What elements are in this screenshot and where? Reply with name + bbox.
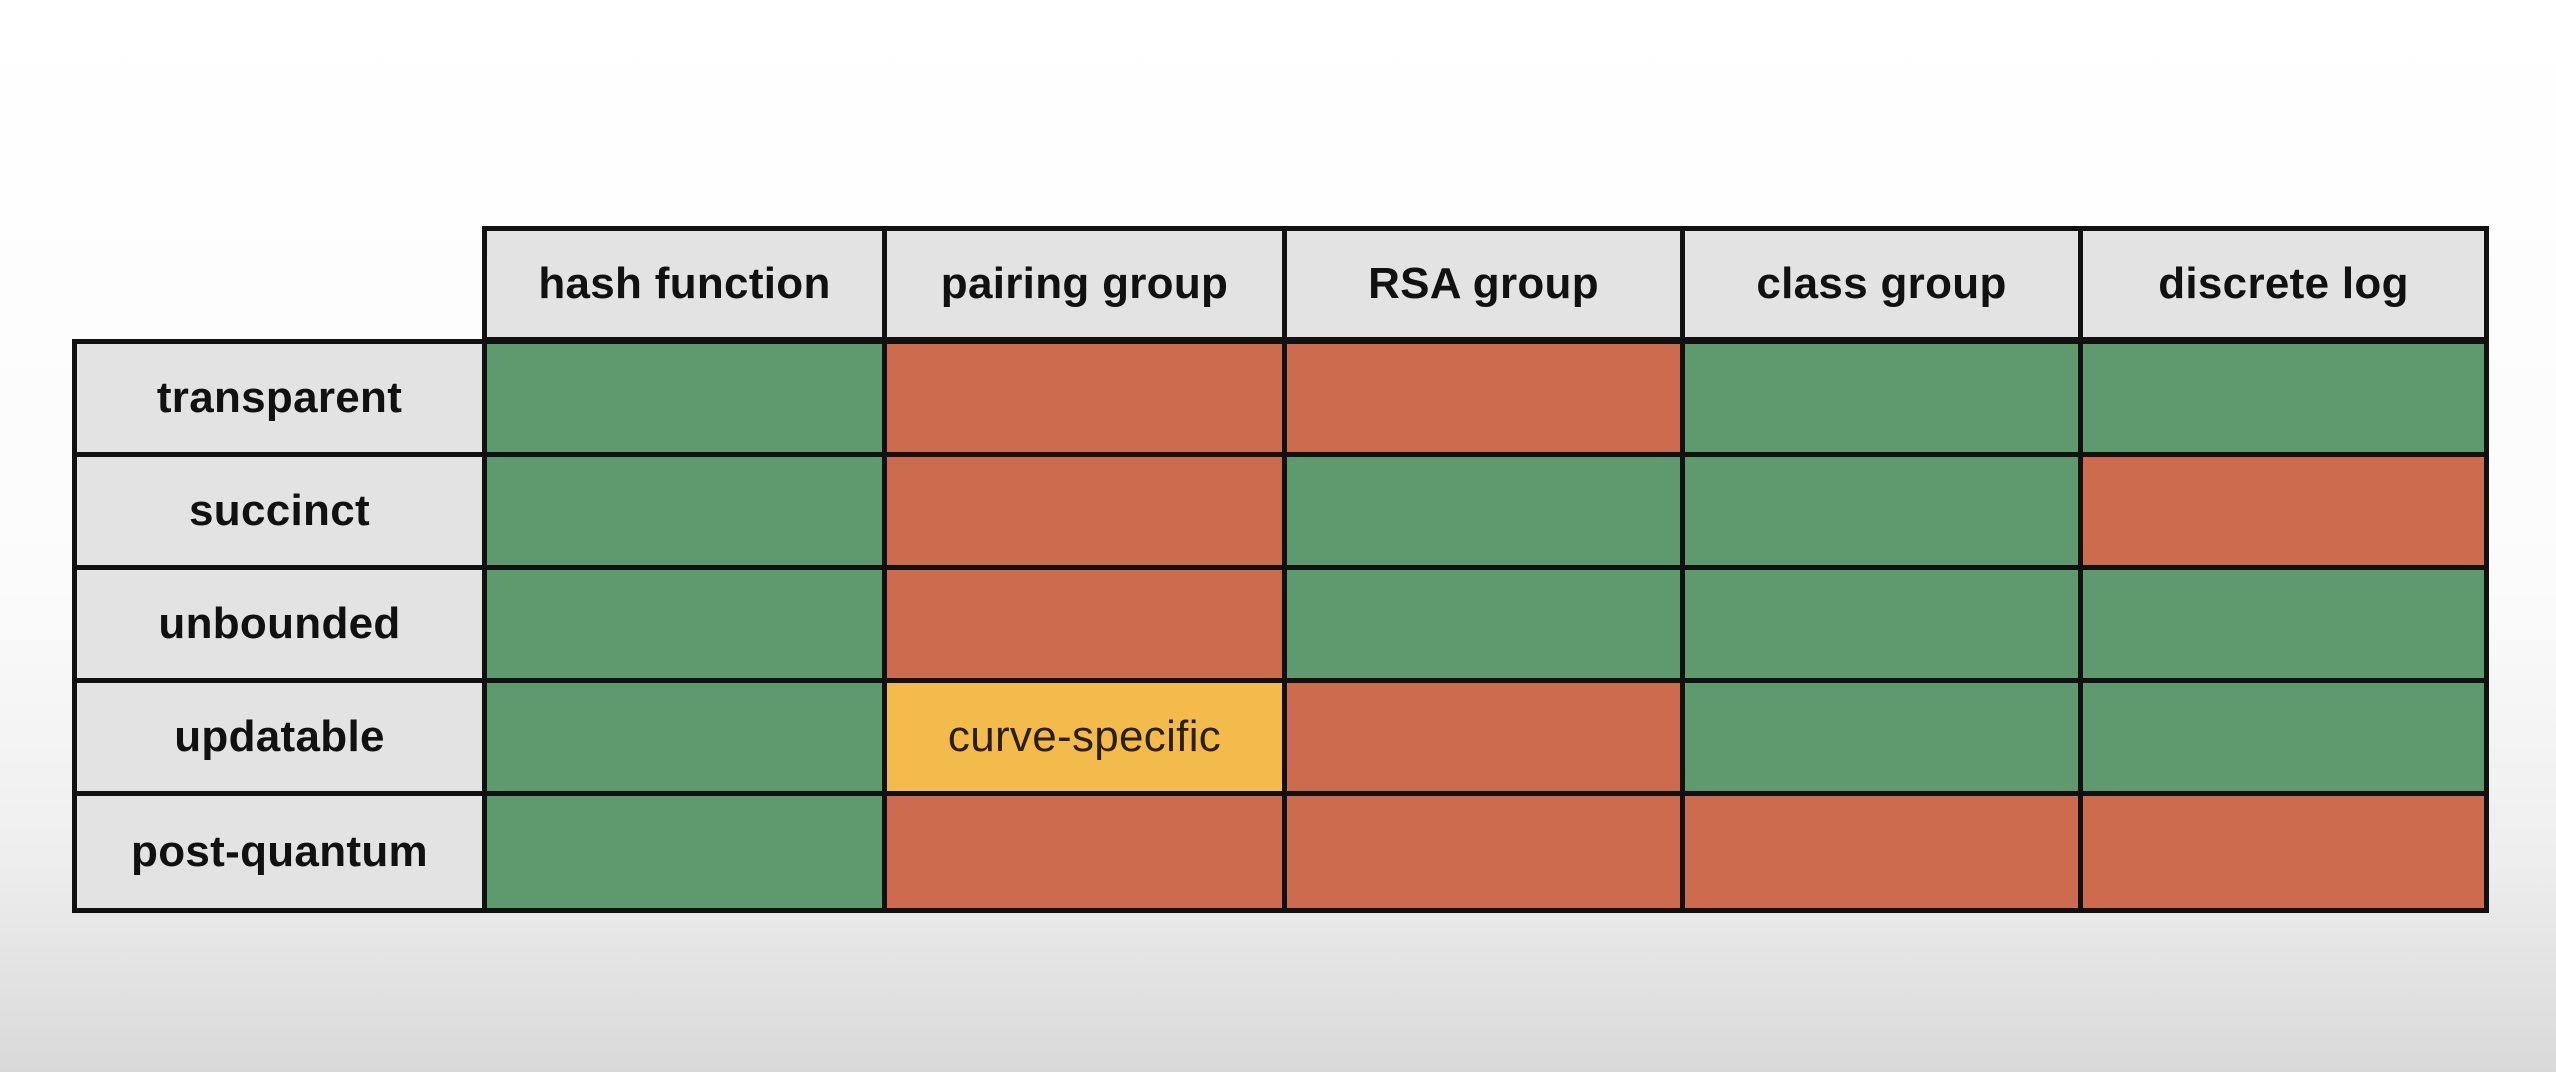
table-cell — [1282, 565, 1685, 683]
table-cell — [882, 565, 1287, 683]
column-header-pairing-group: pairing group — [882, 226, 1287, 342]
table-cell — [1282, 339, 1685, 457]
table-cell — [1680, 339, 2083, 457]
table-cell — [1680, 565, 2083, 683]
table-cell — [2078, 791, 2489, 913]
column-header-rsa-group: RSA group — [1282, 226, 1685, 342]
table-cell — [2078, 339, 2489, 457]
row-header-succinct: succinct — [72, 452, 487, 570]
table-cell — [2078, 452, 2489, 570]
table-cell — [482, 452, 887, 570]
row-header-transparent: transparent — [72, 339, 487, 457]
column-header-class-group: class group — [1680, 226, 2083, 342]
table-cell — [482, 339, 887, 457]
row-header-post-quantum: post-quantum — [72, 791, 487, 913]
row-header-updatable: updatable — [72, 678, 487, 796]
table-cell — [882, 339, 1287, 457]
table-cell — [2078, 565, 2489, 683]
table-cell — [1282, 791, 1685, 913]
table-cell — [2078, 678, 2489, 796]
table-cell — [482, 565, 887, 683]
table-cell — [1680, 791, 2083, 913]
table-cell — [482, 678, 887, 796]
table-cell — [1680, 678, 2083, 796]
table-cell — [1282, 678, 1685, 796]
column-header-discrete-log: discrete log — [2078, 226, 2489, 342]
column-header-hash-function: hash function — [482, 226, 887, 342]
table-cell — [1282, 452, 1685, 570]
table-cell — [482, 791, 887, 913]
table-cell-curve-specific: curve-specific — [882, 678, 1287, 796]
row-header-unbounded: unbounded — [72, 565, 487, 683]
table-cell — [882, 791, 1287, 913]
table-cell — [882, 452, 1287, 570]
table-cell — [1680, 452, 2083, 570]
comparison-table: hash function pairing group RSA group cl… — [72, 226, 2489, 913]
